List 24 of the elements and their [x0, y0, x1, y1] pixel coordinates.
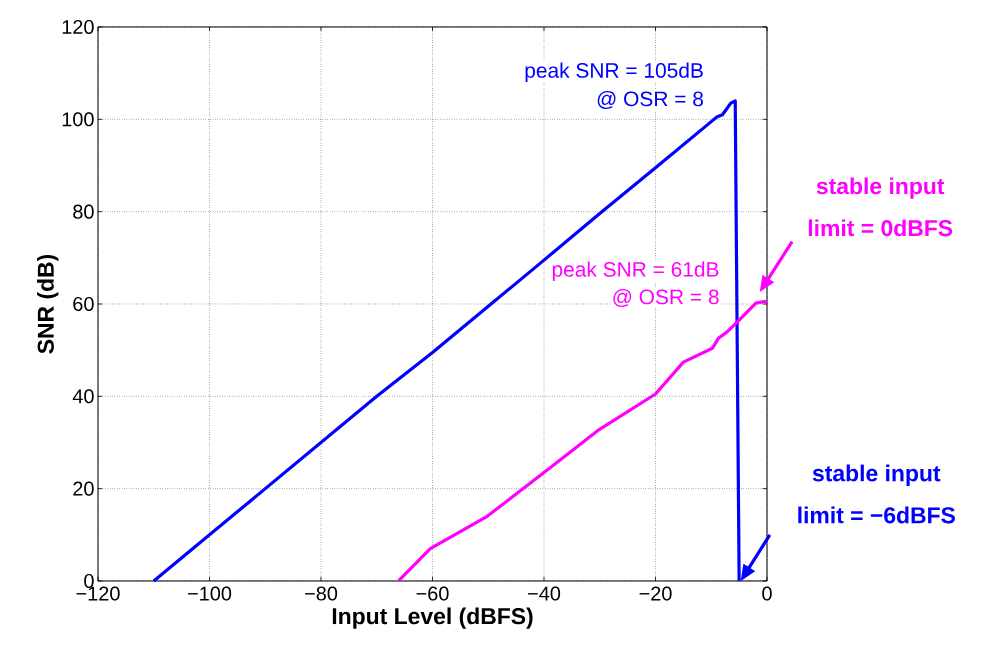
text: stable input [812, 464, 941, 486]
x-tick-label: −40 [528, 586, 561, 601]
x-tick-label: −20 [639, 586, 672, 601]
y-tick-label: 80 [73, 204, 94, 219]
annotation: peak SNR = 105dB [525, 62, 703, 82]
y-tick-label: 20 [73, 481, 94, 496]
y-tick-label: 0 [84, 573, 94, 589]
x-tick-label: −100 [188, 586, 232, 601]
x-tick-label: −80 [305, 586, 338, 601]
annotation: @ OSR = 8 [597, 90, 703, 109]
text: limit = −6dBFS [798, 506, 955, 524]
x-tick-label: 0 [762, 586, 772, 601]
annotation: @ OSR = 8 [613, 288, 719, 308]
text: stable input [816, 177, 945, 199]
y-axis-title: SNR (dB) [37, 254, 59, 354]
y-tick-label: 40 [72, 389, 94, 404]
annotation: peak SNR = 61dB [552, 261, 719, 281]
y-tick-label: 120 [62, 19, 94, 35]
x-tick-label: −60 [416, 586, 449, 601]
text: limit = 0dBFS [808, 219, 953, 237]
y-tick-label: 60 [73, 296, 94, 312]
x-axis-title: Input Level (dBFS) [332, 607, 533, 629]
y-tick-label: 100 [62, 112, 94, 127]
x-tick-label: −120 [76, 586, 120, 601]
